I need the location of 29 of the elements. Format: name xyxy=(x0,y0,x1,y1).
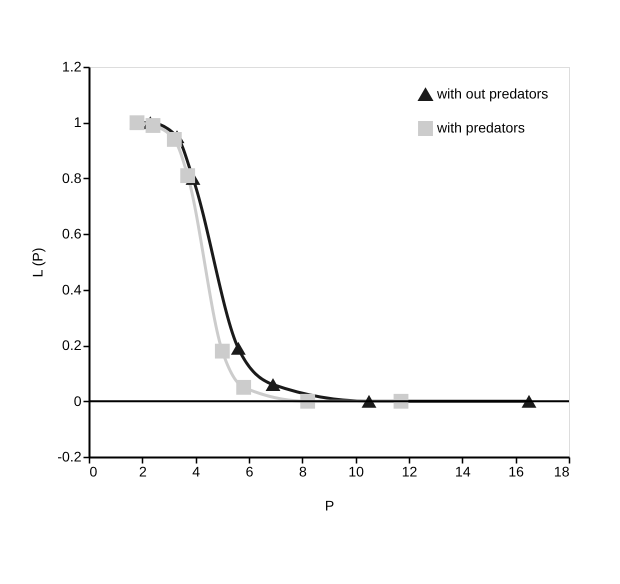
x-tick-label: 12 xyxy=(402,464,418,480)
y-tick-label: 1.2 xyxy=(62,58,82,74)
x-axis-title: P xyxy=(324,498,334,514)
point xyxy=(230,342,246,355)
point xyxy=(236,380,252,395)
y-tick-label: 0.4 xyxy=(62,281,82,298)
x-tick-label: 16 xyxy=(508,464,524,480)
x-tick-label: 8 xyxy=(298,464,307,480)
y-tick-label: -0.2 xyxy=(57,448,82,464)
y-tick-label: 0.8 xyxy=(62,170,82,186)
x-tick-label: 2 xyxy=(138,464,147,480)
point xyxy=(214,344,230,359)
y-axis-title: L (P) xyxy=(29,248,46,278)
x-tick-label: 18 xyxy=(554,464,570,480)
point xyxy=(146,118,160,133)
point xyxy=(266,378,280,391)
legend-label: with predators xyxy=(436,120,525,136)
y-tick-label: 0.2 xyxy=(62,337,82,354)
y-tick-label: 1 xyxy=(74,114,82,130)
y-tick-label: 0 xyxy=(74,392,82,409)
x-tick-label: 14 xyxy=(455,464,471,480)
x-tick-label: 6 xyxy=(246,464,254,480)
point xyxy=(166,132,182,147)
x-tick-label: 0 xyxy=(90,464,98,480)
x-tick-label: 4 xyxy=(192,464,200,480)
legend-label: with out predators xyxy=(436,86,548,102)
y-tick-label: 0.6 xyxy=(62,226,82,242)
point xyxy=(180,168,196,184)
x-tick-label: 10 xyxy=(348,464,364,480)
